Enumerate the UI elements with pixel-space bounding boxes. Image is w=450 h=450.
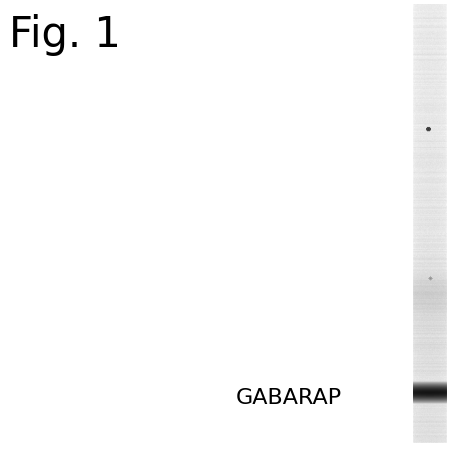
Text: GABARAP: GABARAP: [236, 388, 342, 408]
Text: Fig. 1: Fig. 1: [9, 14, 121, 55]
